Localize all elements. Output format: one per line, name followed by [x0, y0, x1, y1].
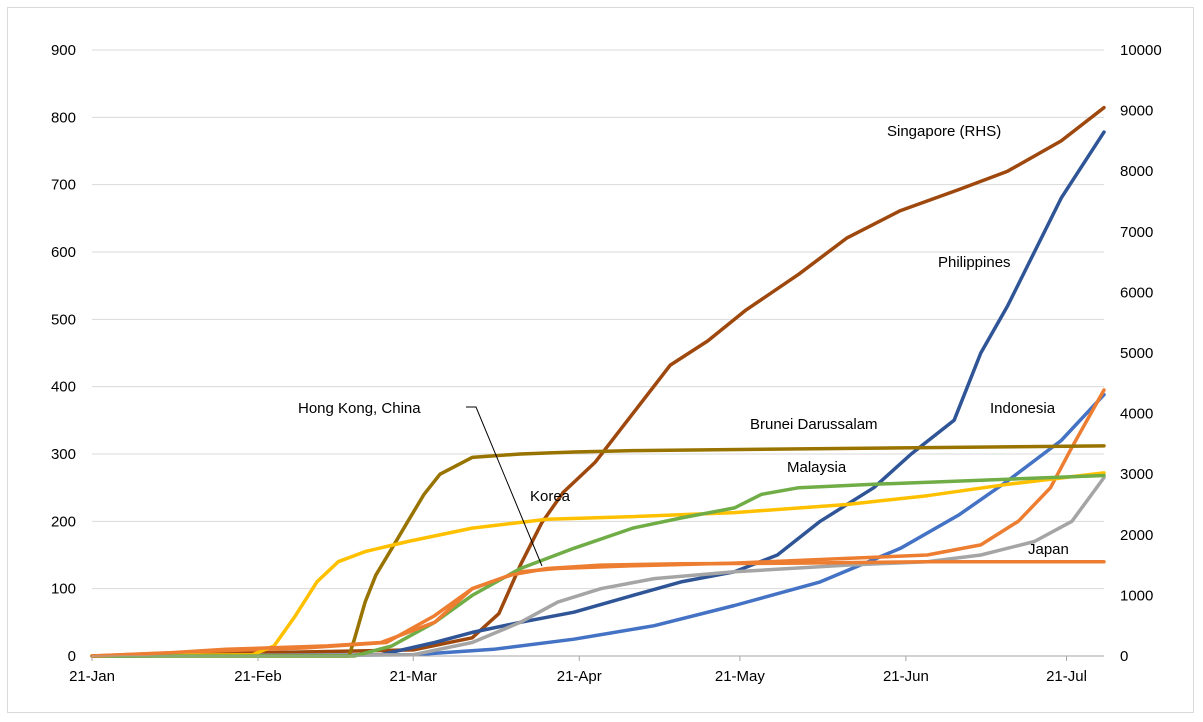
y-axis-left: 0 100 200 300 400 500 600 700 800 900 [51, 42, 76, 665]
y-right-tick-label: 6000 [1120, 284, 1153, 301]
series-line-japan-orange [90, 388, 1106, 658]
y-left-tick-label: 800 [51, 109, 76, 126]
series-line-singapore-rhs [90, 105, 1106, 658]
label-philippines: Philippines [938, 254, 1011, 271]
y-left-tick-label: 900 [51, 42, 76, 59]
y-left-tick-label: 500 [51, 311, 76, 328]
y-right-tick-label: 3000 [1120, 466, 1153, 483]
y-axis-right: 0 1000 2000 3000 4000 5000 6000 7000 8000 9000 100… [1120, 42, 1162, 665]
y-left-tick-label: 300 [51, 446, 76, 463]
x-tick-label: 21-Jan [69, 668, 115, 685]
y-right-tick-label: 2000 [1120, 527, 1153, 544]
series-line-indonesia [90, 392, 1106, 658]
y-right-tick-label: 10000 [1120, 42, 1162, 59]
hong-kong-leader-line [466, 406, 543, 567]
y-right-tick-label: 1000 [1120, 587, 1153, 604]
x-tick-label: 21-Jun [883, 668, 929, 685]
y-left-tick-label: 400 [51, 379, 76, 396]
y-left-tick-label: 600 [51, 244, 76, 261]
y-right-tick-label: 5000 [1120, 345, 1153, 362]
y-left-tick-label: 0 [68, 648, 76, 665]
series-lines [90, 105, 1106, 658]
x-tick-label: 21-Mar [390, 668, 438, 685]
label-japan: Japan [1028, 541, 1069, 558]
label-hong-kong: Hong Kong, China [298, 400, 421, 417]
x-tick-label: 21-Feb [234, 668, 282, 685]
series-line-malaysia [90, 473, 1106, 658]
series-line-brunei-darussalam [90, 444, 1106, 658]
y-right-tick-label: 8000 [1120, 163, 1153, 180]
annotations: Singapore (RHS) Philippines Indonesia Br… [298, 123, 1069, 567]
chart-frame [7, 7, 1194, 713]
label-korea: Korea [530, 488, 571, 505]
y-left-tick-label: 100 [51, 581, 76, 598]
label-indonesia: Indonesia [990, 400, 1056, 417]
y-left-tick-label: 200 [51, 513, 76, 530]
x-axis: 21-Jan 21-Feb 21-Mar 21-Apr 21-May 21-Jun 21-J… [69, 655, 1104, 685]
series-line-japan [90, 475, 1106, 658]
label-malaysia: Malaysia [787, 459, 847, 476]
y-left-tick-label: 700 [51, 177, 76, 194]
y-right-tick-label: 9000 [1120, 103, 1153, 120]
series-line-korea [90, 471, 1106, 658]
label-brunei: Brunei Darussalam [750, 416, 878, 433]
y-right-tick-label: 0 [1120, 648, 1128, 665]
y-right-tick-label: 4000 [1120, 406, 1153, 423]
series-line-philippines [90, 130, 1106, 658]
x-tick-label: 21-May [715, 668, 766, 685]
x-tick-label: 21-Apr [557, 668, 602, 685]
x-tick-label: 21-Jul [1046, 668, 1087, 685]
y-right-tick-label: 7000 [1120, 224, 1153, 241]
series-line-hong-kong-china [90, 559, 1106, 658]
label-singapore: Singapore (RHS) [887, 123, 1001, 140]
